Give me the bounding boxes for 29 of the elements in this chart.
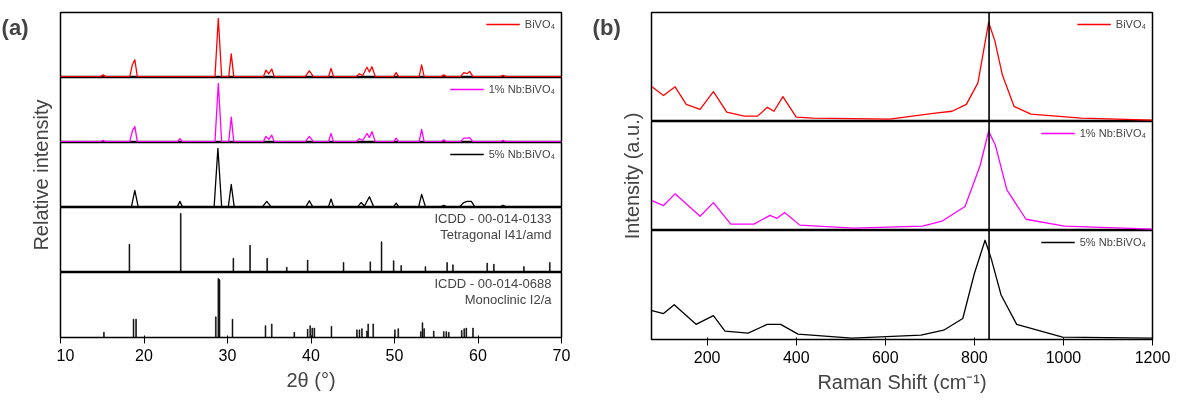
y-axis-title: Intensity (a.u.) bbox=[620, 112, 643, 240]
x-tick-label: 600 bbox=[871, 348, 899, 366]
annotation: ICDD - 00-014-0688 bbox=[434, 275, 552, 291]
x-tick-label: 30 bbox=[218, 346, 237, 364]
x-tick-label: 60 bbox=[469, 346, 487, 364]
annotation: Tetragonal I41/amd bbox=[440, 226, 552, 242]
legend-label: 1% Nb:BiVO₄ bbox=[1079, 127, 1146, 139]
text: (b) bbox=[592, 14, 621, 40]
x-tick-label: 20 bbox=[135, 346, 153, 364]
x-tick-label: 400 bbox=[782, 348, 810, 366]
annotation: ICDD - 00-014-0133 bbox=[434, 210, 552, 226]
legend-label: 5% Nb:BiVO₄ bbox=[1079, 236, 1146, 248]
legend-label: BiVO₄ bbox=[1115, 18, 1146, 30]
x-tick-label: 1000 bbox=[1045, 348, 1082, 366]
x-tick-label: 1200 bbox=[1134, 348, 1171, 366]
x-tick-label: 800 bbox=[961, 348, 988, 366]
legend-label: 1% Nb:BiVO₄ bbox=[488, 83, 555, 95]
x-axis-title: 2θ (°) bbox=[286, 368, 336, 391]
x-tick-label: 10 bbox=[56, 346, 75, 364]
x-tick-label: 50 bbox=[385, 346, 404, 364]
annotation: Monoclinic I2/a bbox=[464, 291, 553, 307]
x-tick-label: 40 bbox=[302, 346, 320, 364]
x-tick-label: 200 bbox=[693, 348, 721, 366]
y-axis-title: Relative intensity bbox=[29, 99, 52, 251]
legend-label: BiVO₄ bbox=[524, 18, 555, 30]
legend-label: 5% Nb:BiVO₄ bbox=[488, 148, 555, 160]
text: (a) bbox=[1, 14, 29, 40]
x-tick-label: 70 bbox=[552, 346, 571, 364]
x-axis-title: Raman Shift (cm⁻¹) bbox=[817, 370, 987, 393]
